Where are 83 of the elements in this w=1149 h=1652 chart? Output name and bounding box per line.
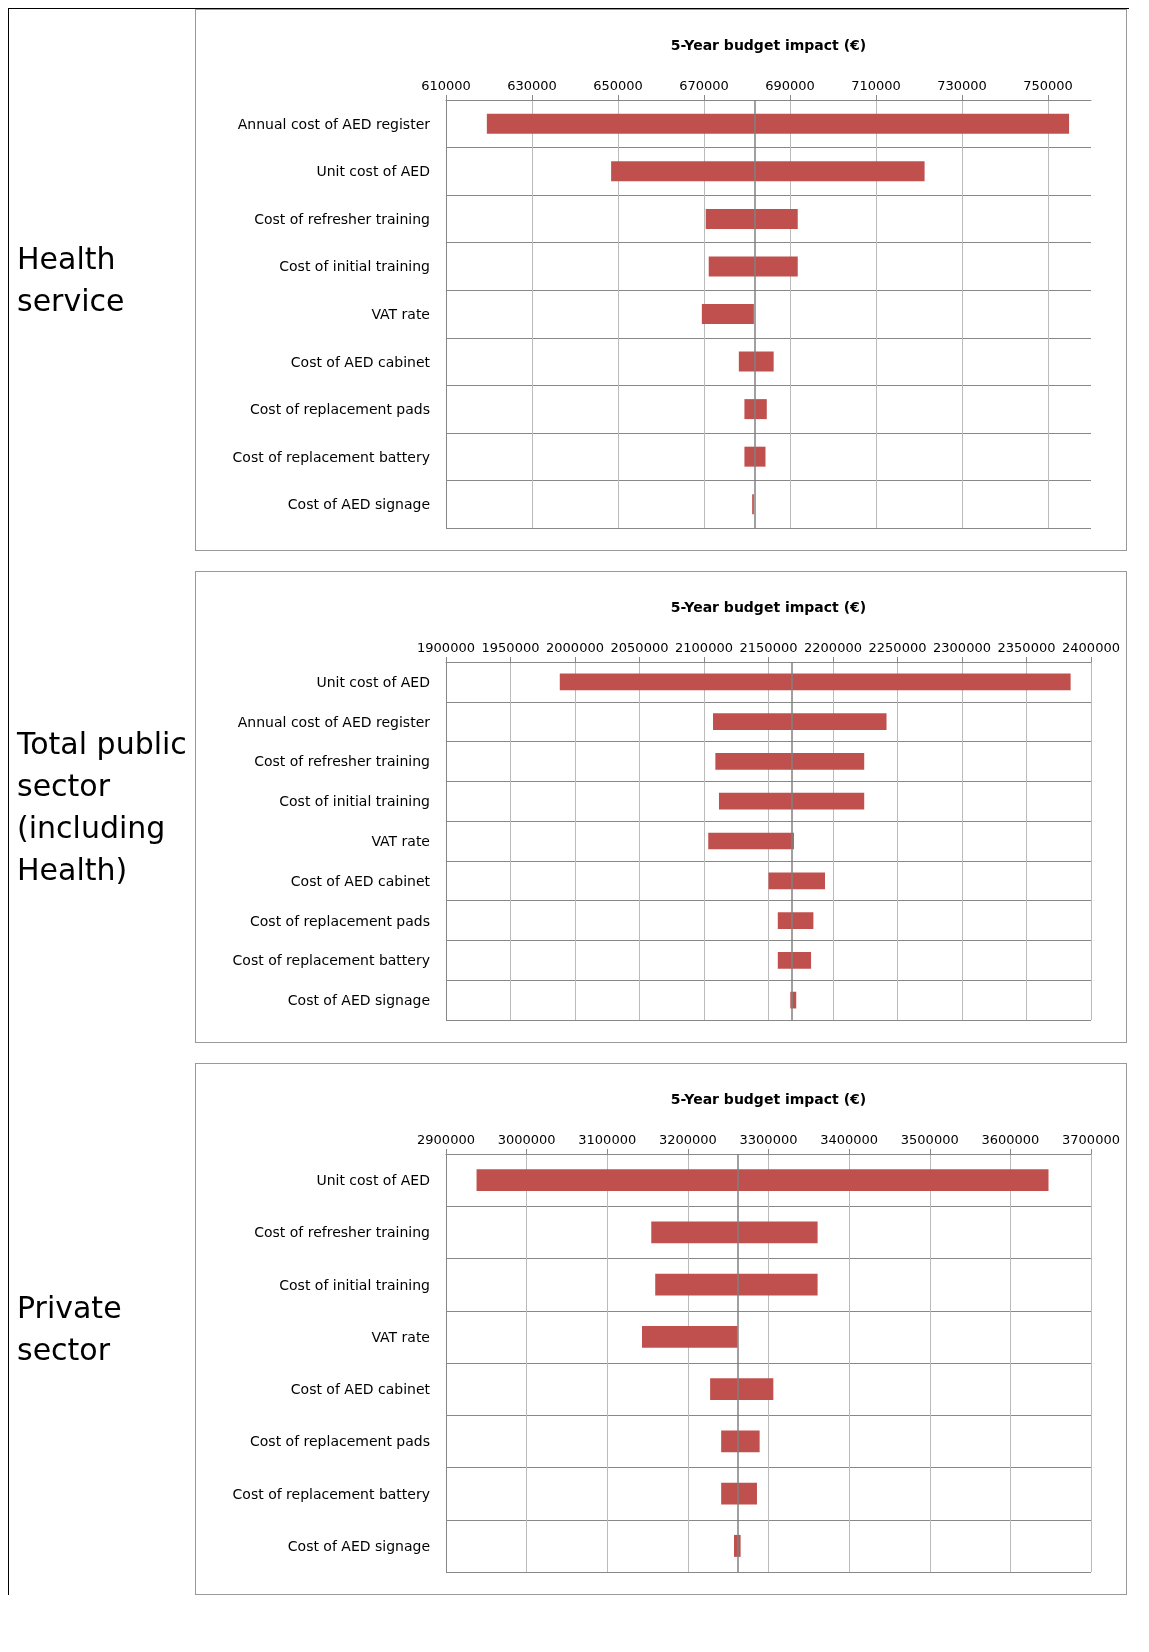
x-tick-label: 750000 xyxy=(1023,78,1073,93)
bar xyxy=(701,304,754,324)
x-tick-label: 3700000 xyxy=(1062,1132,1120,1147)
x-tick-label: 630000 xyxy=(507,78,557,93)
bar xyxy=(744,399,767,420)
x-tick-label: 1950000 xyxy=(481,640,540,655)
bar xyxy=(476,1169,1049,1192)
text: Health service xyxy=(16,240,126,320)
x-tick-label: 730000 xyxy=(937,78,987,93)
x-tick-label: 2300000 xyxy=(933,640,991,655)
bar xyxy=(708,832,794,850)
y-tick-label: Unit cost of AED xyxy=(316,673,430,690)
bar xyxy=(642,1325,738,1348)
bar xyxy=(705,208,798,229)
y-tick-label: VAT rate xyxy=(371,1328,430,1345)
x-tick-label: 3300000 xyxy=(739,1132,798,1147)
y-tick-label: Annual cost of AED register xyxy=(237,115,431,132)
bar xyxy=(486,113,1070,134)
x-tick-label: 610000 xyxy=(421,78,471,93)
y-tick-label: Cost of AED signage xyxy=(287,992,430,1009)
x-tick-label: 670000 xyxy=(679,78,729,93)
y-tick-label: VAT rate xyxy=(371,306,430,322)
x-tick-label: 3000000 xyxy=(497,1132,556,1147)
bar xyxy=(715,753,865,770)
x-tick-label: 3100000 xyxy=(578,1132,637,1147)
x-tick-label: 2150000 xyxy=(739,640,798,655)
bar xyxy=(738,351,774,372)
x-tick-label: 2350000 xyxy=(997,640,1056,655)
bar xyxy=(713,713,887,731)
bar xyxy=(718,792,865,810)
y-tick-label: Cost of replacement pads xyxy=(250,401,430,418)
y-tick-label: Cost of refresher training xyxy=(254,753,430,770)
bar xyxy=(768,872,825,890)
x-tick-label: 710000 xyxy=(851,78,901,93)
bar xyxy=(721,1482,757,1505)
x-tick-label: 690000 xyxy=(765,78,815,93)
bar xyxy=(744,446,766,467)
bar xyxy=(777,951,812,969)
y-tick-label: Cost of AED signage xyxy=(287,1537,430,1554)
x-tick-label: 3500000 xyxy=(900,1132,959,1147)
x-tick-label: 1900000 xyxy=(417,640,475,655)
y-tick-label: Cost of initial training xyxy=(279,793,430,810)
y-tick-label: Unit cost of AED xyxy=(316,1172,430,1189)
x-tick-label: 650000 xyxy=(593,78,643,93)
bar xyxy=(611,161,925,182)
x-tick-label: 2200000 xyxy=(804,640,862,655)
bar xyxy=(721,1430,760,1453)
bar xyxy=(655,1273,818,1296)
x-tick-label: 3400000 xyxy=(820,1132,879,1147)
x-tick-label: 2050000 xyxy=(610,640,669,655)
x-tick-label: 2400000 xyxy=(1062,640,1120,655)
x-axis-title: 5-Year budget impact (€) xyxy=(670,1091,867,1107)
y-tick-label: Cost of replacement battery xyxy=(232,448,430,465)
bar xyxy=(651,1221,818,1244)
x-tick-label: 2900000 xyxy=(417,1132,475,1147)
x-tick-label: 2100000 xyxy=(675,640,733,655)
y-tick-label: Cost of initial training xyxy=(279,258,430,275)
y-tick-label: Cost of replacement battery xyxy=(232,1485,430,1502)
text: Total public sector (including Health) xyxy=(16,725,188,889)
x-axis-title: 5-Year budget impact (€) xyxy=(670,599,867,615)
y-tick-label: Cost of AED signage xyxy=(287,496,430,513)
y-tick-label: VAT rate xyxy=(371,833,430,849)
y-tick-label: Cost of replacement battery xyxy=(232,952,430,969)
bar xyxy=(777,912,814,929)
y-tick-label: Cost of replacement pads xyxy=(250,1433,430,1450)
y-tick-label: Unit cost of AED xyxy=(316,163,430,180)
y-tick-label: Cost of initial training xyxy=(279,1276,430,1293)
y-tick-label: Annual cost of AED register xyxy=(237,713,431,730)
x-tick-label: 3200000 xyxy=(658,1132,717,1147)
y-tick-label: Cost of AED cabinet xyxy=(290,353,431,370)
bar xyxy=(559,673,1071,691)
y-tick-label: Cost of refresher training xyxy=(254,1224,430,1241)
y-tick-label: Cost of AED cabinet xyxy=(290,1381,431,1398)
x-axis-title: 5-Year budget impact (€) xyxy=(670,37,867,53)
y-tick-label: Cost of replacement pads xyxy=(250,912,430,929)
y-tick-label: Cost of AED cabinet xyxy=(290,872,431,889)
x-tick-label: 2250000 xyxy=(868,640,927,655)
bar xyxy=(710,1378,774,1401)
x-tick-label: 2000000 xyxy=(546,640,604,655)
text: Private sector xyxy=(16,1289,123,1369)
x-tick-label: 3600000 xyxy=(981,1132,1040,1147)
y-tick-label: Cost of refresher training xyxy=(254,210,430,227)
bar xyxy=(708,256,798,277)
